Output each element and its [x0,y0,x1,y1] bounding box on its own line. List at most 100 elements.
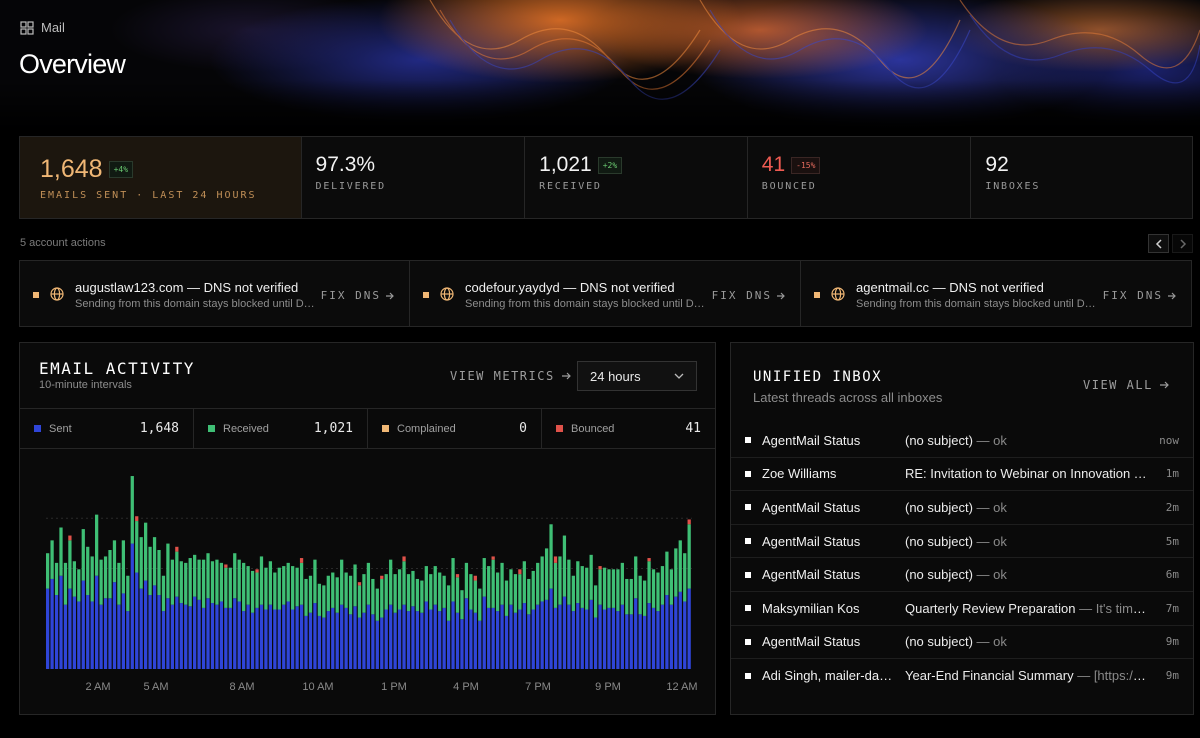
bar-received[interactable] [340,559,344,605]
bar-sent[interactable] [357,617,362,669]
bar-sent[interactable] [77,601,81,669]
bar-received[interactable] [184,562,188,605]
bar-sent[interactable] [536,604,540,669]
bar-received[interactable] [518,574,522,610]
bar-sent[interactable] [478,620,482,669]
bar-received[interactable] [130,476,134,544]
bar-sent[interactable] [558,604,562,669]
bar-sent[interactable] [295,606,299,669]
bar-sent[interactable] [491,607,495,669]
bar-bounced[interactable] [255,569,259,573]
bar-received[interactable] [362,574,366,613]
bar-received[interactable] [268,561,273,605]
bar-sent[interactable] [264,609,268,670]
bar-sent[interactable] [130,543,134,669]
bar-sent[interactable] [68,588,72,669]
bar-received[interactable] [81,529,85,581]
bar-sent[interactable] [415,611,420,669]
bar-sent[interactable] [259,604,264,669]
bar-received[interactable] [54,562,59,596]
bar-received[interactable] [469,574,473,610]
bar-received[interactable] [50,540,54,579]
bar-received[interactable] [68,540,72,589]
bar-sent[interactable] [246,604,250,669]
bar-sent[interactable] [108,598,112,669]
bar-sent[interactable] [215,604,219,669]
bar-sent[interactable] [331,607,335,669]
bar-received[interactable] [366,562,371,605]
bar-bounced[interactable] [598,566,602,570]
bar-sent[interactable] [348,614,353,669]
bar-bounced[interactable] [224,564,228,568]
bar-received[interactable] [402,561,406,605]
bar-received[interactable] [598,569,602,605]
bar-received[interactable] [308,575,313,613]
bar-sent[interactable] [384,609,388,670]
bar-bounced[interactable] [491,556,495,560]
bar-received[interactable] [99,559,103,605]
bar-sent[interactable] [81,580,85,669]
bar-received[interactable] [500,562,504,605]
bar-sent[interactable] [585,609,589,670]
bar-received[interactable] [580,566,584,608]
bar-received[interactable] [179,561,183,604]
bar-sent[interactable] [513,612,518,669]
bar-sent[interactable] [166,598,170,669]
bar-sent[interactable] [424,601,428,669]
bar-sent[interactable] [522,603,526,669]
bar-received[interactable] [295,567,299,607]
bar-received[interactable] [585,567,589,610]
prev-button[interactable] [1148,234,1169,253]
bar-sent[interactable] [642,615,647,669]
bar-received[interactable] [135,521,139,573]
bar-received[interactable] [117,562,121,605]
bar-received[interactable] [233,553,237,599]
bar-sent[interactable] [308,612,313,669]
next-button[interactable] [1172,234,1193,253]
bar-received[interactable] [593,585,598,618]
bar-received[interactable] [424,566,428,602]
thread-row[interactable]: AgentMail Status (no subject) — ok 5m [731,525,1193,559]
bar-received[interactable] [353,564,357,607]
legend-item-received[interactable]: Received 1,021 [193,409,367,448]
bar-sent[interactable] [553,607,558,669]
bar-received[interactable] [210,561,215,604]
bar-received[interactable] [571,575,575,612]
bar-sent[interactable] [625,614,629,669]
bar-sent[interactable] [228,607,232,669]
bar-bounced[interactable] [175,546,179,552]
bar-received[interactable] [625,578,629,615]
bar-received[interactable] [357,585,362,618]
bar-received[interactable] [553,562,558,608]
bar-received[interactable] [193,554,197,597]
bar-sent[interactable] [175,596,179,669]
bar-sent[interactable] [616,611,620,669]
account-action-card[interactable]: codefour.yaydyd — DNS not verified Sendi… [410,260,801,327]
bar-received[interactable] [286,562,290,602]
bar-received[interactable] [451,558,455,602]
account-action-card[interactable]: augustlaw123.com — DNS not verified Send… [19,260,410,327]
bar-sent[interactable] [313,603,317,669]
bar-sent[interactable] [366,604,371,669]
bar-sent[interactable] [620,604,624,669]
bar-sent[interactable] [179,603,183,669]
bar-sent[interactable] [90,601,94,669]
bar-sent[interactable] [135,572,139,669]
time-range-select[interactable]: 24 hours [577,361,697,391]
bar-sent[interactable] [255,607,259,669]
bar-sent[interactable] [638,614,642,669]
bar-sent[interactable] [487,607,491,669]
bar-sent[interactable] [317,615,322,669]
bar-sent[interactable] [504,615,509,669]
bar-sent[interactable] [433,604,437,669]
bar-sent[interactable] [389,604,393,669]
bar-received[interactable] [567,559,571,605]
bar-received[interactable] [491,559,495,608]
bar-received[interactable] [259,556,264,605]
bar-received[interactable] [344,572,348,608]
bar-received[interactable] [660,566,665,605]
bar-sent[interactable] [580,607,584,669]
fix-dns-button[interactable]: FIX DNS [1103,289,1177,302]
bar-received[interactable] [46,553,50,589]
bar-received[interactable] [219,562,224,602]
